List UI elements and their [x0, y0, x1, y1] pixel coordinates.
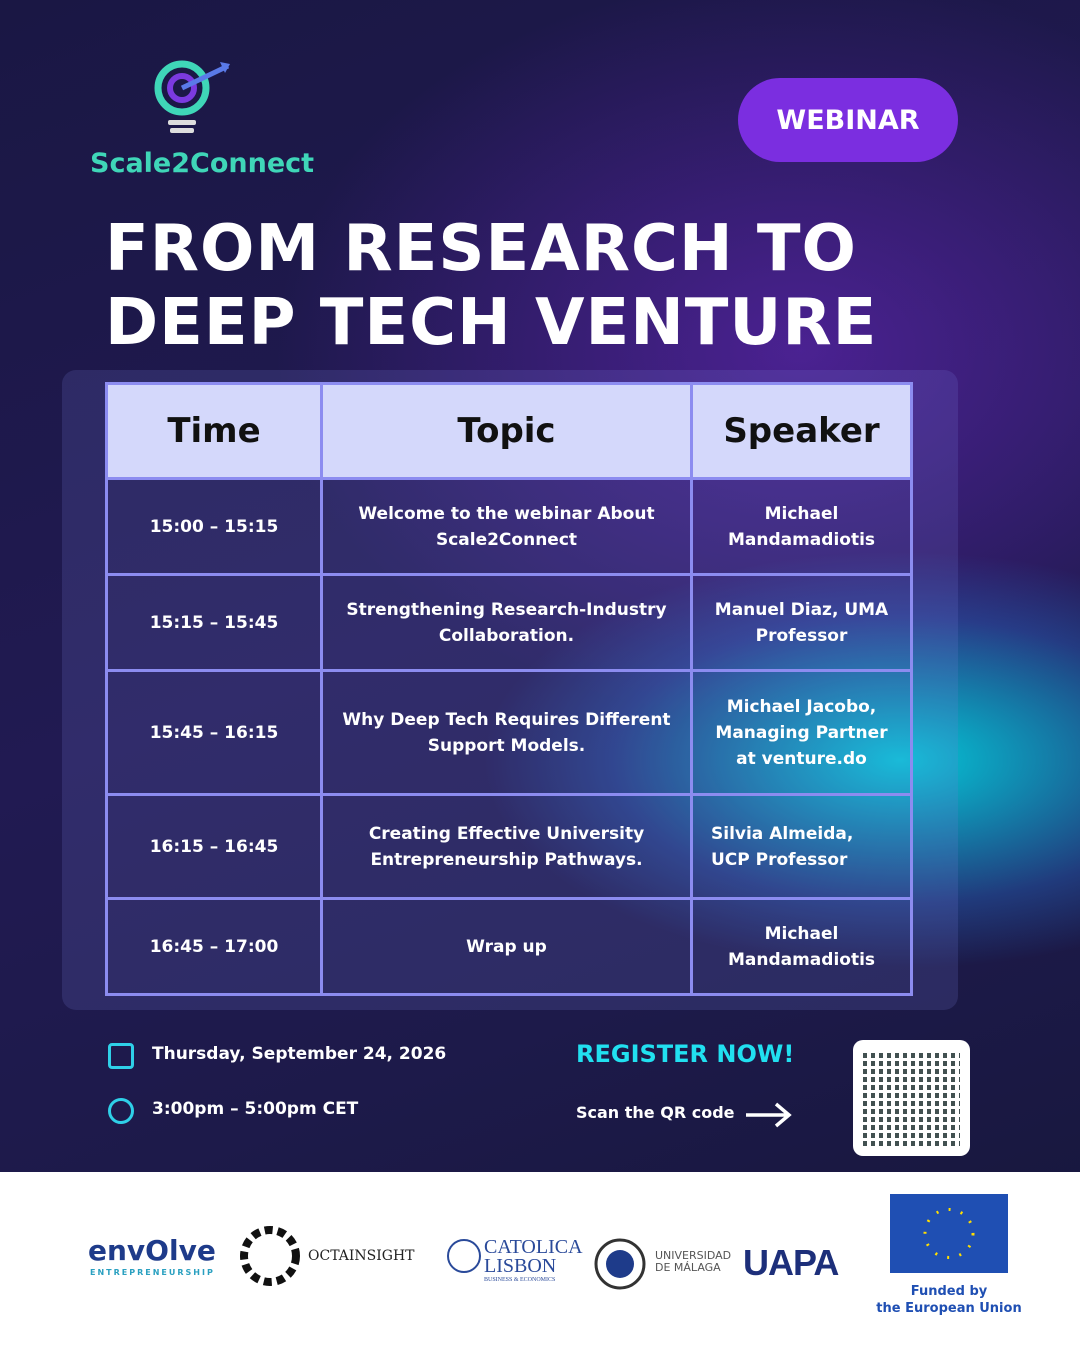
topic-cell: Strengthening Research-Industry Collabor… [320, 573, 693, 672]
topic-cell: Welcome to the webinar About Scale2Conne… [320, 477, 693, 576]
time-cell: 15:15 – 15:45 [105, 573, 323, 672]
partner-logo-line: LISBON [484, 1255, 557, 1277]
speaker-cell: Manuel Diaz, UMA Professor [690, 573, 913, 672]
partner-logo-line: UNIVERSIDAD [655, 1249, 732, 1262]
title: FROM RESEARCH TO DEEP TECH VENTURE [105, 212, 877, 360]
agenda-table: Time Topic Speaker 15:00 – 15:15 Welcome to… [105, 382, 913, 996]
scan-text: Scan the QR code [576, 1103, 735, 1122]
malaga-logo: UNIVERSIDAD DE MÁLAGA [655, 1250, 731, 1274]
partner-logo-line: BUSINESS & ECONOMICS [484, 1277, 556, 1283]
topic-cell: Why Deep Tech Requires Different Support… [320, 669, 693, 796]
speaker-cell: Michael Jacobo, Managing Partner at vent… [690, 669, 913, 796]
clock-icon [108, 1098, 134, 1124]
malaga-seal [594, 1238, 646, 1290]
title-line: FROM RESEARCH TO [105, 212, 857, 286]
topic-cell: Wrap up [320, 897, 693, 996]
partner-logo-line: CATOLICA [484, 1236, 583, 1258]
eu-funding: Funded by the European Union [870, 1283, 1028, 1317]
qr-code [853, 1040, 970, 1156]
time-cell: 16:15 – 16:45 [105, 793, 323, 900]
time-cell: 15:00 – 15:15 [105, 477, 323, 576]
column-header: Time [105, 382, 323, 480]
register-now: REGISTER NOW! [576, 1040, 795, 1068]
octa-icon [240, 1226, 300, 1286]
topic-cell: Creating Effective University Entreprene… [320, 793, 693, 900]
title-line: DEEP TECH VENTURE [105, 286, 878, 360]
column-header: Speaker [690, 382, 913, 480]
arrow [746, 1102, 792, 1128]
logo-icon [154, 60, 230, 133]
calendar-icon [108, 1043, 134, 1069]
catolica-seal [447, 1239, 481, 1273]
time-cell: 15:45 – 16:15 [105, 669, 323, 796]
eu-line: the European Union [876, 1301, 1022, 1316]
partner-logo-sub: ENTREPRENEURSHIP [90, 1268, 215, 1277]
eu-line: Funded by [910, 1284, 988, 1299]
column-header: Topic [320, 382, 693, 480]
partner-logo-line: DE MÁLAGA [655, 1261, 721, 1274]
partner-logo: envOlve [88, 1234, 216, 1267]
eu-flag [890, 1194, 1008, 1273]
speaker-cell: Silvia Almeida, UCP Professor [690, 793, 913, 900]
badge: WEBINAR [738, 78, 958, 162]
logo-text: Scale2Connect [90, 148, 315, 179]
partner-logo: OCTAINSIGHT [308, 1248, 415, 1264]
event-date: Thursday, September 24, 2026 [152, 1044, 447, 1064]
partner-band: envOlve ENTREPRENEURSHIP OCTAINSIGHT CAT… [0, 1172, 1080, 1350]
event-time: 3:00pm – 5:00pm CET [152, 1099, 359, 1119]
catolica-logo: CATOLICA LISBON BUSINESS & ECONOMICS [484, 1236, 583, 1284]
speaker-cell: Michael Mandamadiotis [690, 897, 913, 996]
speaker-cell: Michael Mandamadiotis [690, 477, 913, 576]
time-cell: 16:45 – 17:00 [105, 897, 323, 996]
partner-logo: UAPA [743, 1242, 839, 1283]
